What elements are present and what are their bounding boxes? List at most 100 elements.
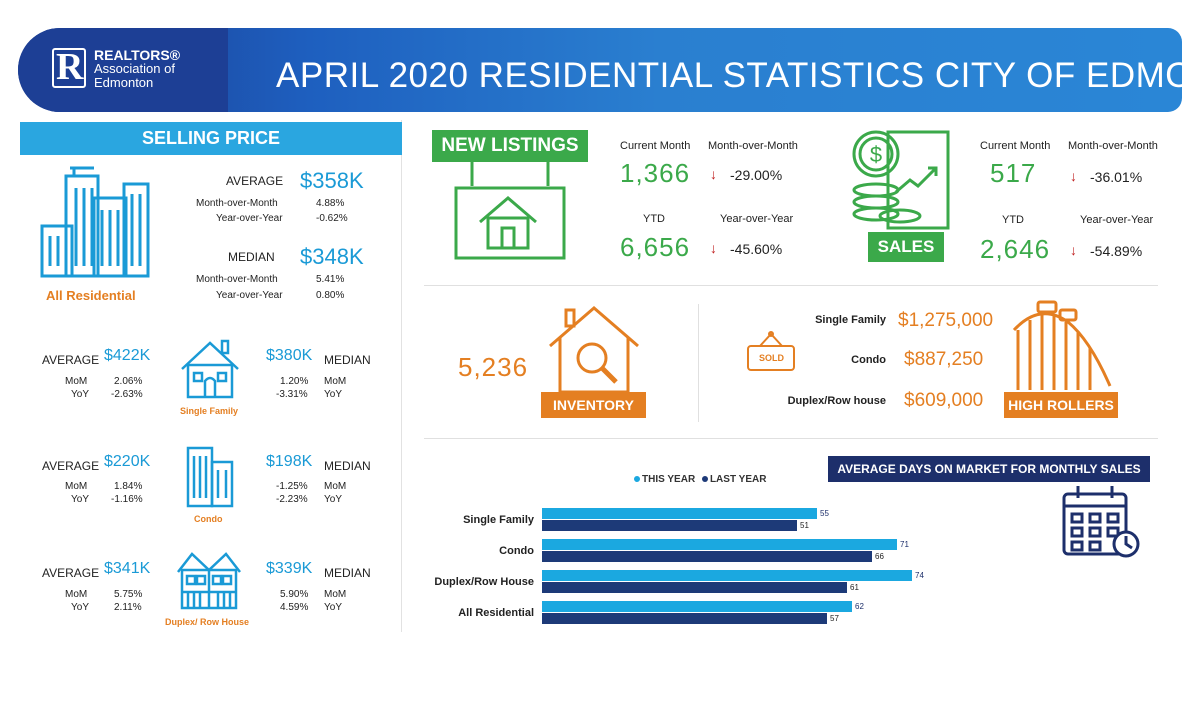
nl-current-month-label: Current Month xyxy=(620,140,691,152)
sales-mom-label: Month-over-Month xyxy=(1068,140,1158,152)
sf-mom-label: MoM xyxy=(65,376,88,387)
duplex-mom-label: MoM xyxy=(65,589,88,600)
realtor-logo-icon xyxy=(52,48,86,88)
sales-current-month: 517 xyxy=(990,158,1037,188)
nl-yoy-down-arrow-icon: ↓ xyxy=(710,240,717,256)
bar-this-year xyxy=(542,539,897,550)
duplex-med-yoy: 4.59% xyxy=(280,602,309,613)
all-med-mom: 5.41% xyxy=(316,274,345,285)
duplex-average-label: AVERAGE xyxy=(42,566,100,580)
duplex-med-mom: 5.90% xyxy=(280,589,309,600)
nl-mom: -29.00% xyxy=(730,167,783,183)
nl-current-month: 1,366 xyxy=(620,158,691,188)
selling-price-title: SELLING PRICE xyxy=(20,122,402,155)
all-residential-label: All Residential xyxy=(46,288,136,303)
sf-label: Single Family xyxy=(180,406,239,416)
duplex-house-icon xyxy=(177,552,241,610)
condo-avg-yoy: -1.16% xyxy=(111,494,143,505)
all-avg-mom-label: Month-over-Month xyxy=(196,198,278,209)
duplex-median-value: $339K xyxy=(266,560,313,577)
sf-average-label: AVERAGE xyxy=(42,353,100,367)
nl-ytd: 6,656 xyxy=(620,232,691,262)
category-label: Condo xyxy=(499,545,534,557)
category-label: All Residential xyxy=(458,607,534,619)
sf-average-value: $422K xyxy=(104,347,151,364)
sales-ytd: 2,646 xyxy=(980,234,1051,264)
bar-value-label: 66 xyxy=(874,552,885,561)
hr-condo-label: Condo xyxy=(851,354,886,366)
hr-duplex-label: Duplex/Row house xyxy=(787,395,886,407)
high-rollers-badge: HIGH ROLLERS xyxy=(1004,392,1118,418)
condo-median-value: $198K xyxy=(266,453,313,470)
bar-value-label: 61 xyxy=(849,583,860,592)
logo-line-2: Association of xyxy=(94,61,175,76)
sf-avg-yoy: -2.63% xyxy=(111,389,143,400)
hr-single-family-value: $1,275,000 xyxy=(898,310,994,331)
sf-avg-mom: 2.06% xyxy=(114,376,143,387)
sales-yoy-down-arrow-icon: ↓ xyxy=(1070,242,1077,258)
condo-med-yoy-label: YoY xyxy=(324,494,342,505)
sales-mom-down-arrow-icon: ↓ xyxy=(1070,168,1077,184)
duplex-avg-mom: 5.75% xyxy=(114,589,143,600)
divider-top xyxy=(424,285,1158,286)
divider-bottom xyxy=(424,438,1158,439)
bar-value-label: 74 xyxy=(914,571,925,580)
logo-text: REALTORS® Association of Edmonton xyxy=(94,48,180,90)
bar-last-year xyxy=(542,520,797,531)
all-avg-yoy-label: Year-over-Year xyxy=(216,213,283,224)
legend-this-year: THIS YEAR xyxy=(642,474,696,485)
bar-this-year xyxy=(542,570,912,581)
condo-mom-label: MoM xyxy=(65,481,88,492)
nl-mom-label: Month-over-Month xyxy=(708,140,798,152)
condo-yoy-label: YoY xyxy=(71,494,89,505)
all-average-value: $358K xyxy=(300,168,364,193)
duplex-med-yoy-label: YoY xyxy=(324,602,342,613)
category-label: Duplex/Row House xyxy=(434,576,534,588)
bar-last-year xyxy=(542,582,847,593)
bar-last-year xyxy=(542,551,872,562)
duplex-median-label: MEDIAN xyxy=(324,566,371,580)
sales-current-month-label: Current Month xyxy=(980,140,1051,152)
new-listings-badge: NEW LISTINGS xyxy=(432,130,588,162)
sold-sign-icon xyxy=(747,331,795,371)
bar-this-year xyxy=(542,508,817,519)
hr-duplex-value: $609,000 xyxy=(904,390,984,411)
sales-ytd-label: YTD xyxy=(1002,214,1024,226)
inventory-badge: INVENTORY xyxy=(541,392,646,418)
logo-letter: R xyxy=(56,46,84,88)
category-label: Single Family xyxy=(463,514,534,526)
sf-med-yoy-label: YoY xyxy=(324,389,342,400)
sold-sign-text: SOLD xyxy=(759,353,785,363)
nl-yoy: -45.60% xyxy=(730,241,783,257)
sf-yoy-label: YoY xyxy=(71,389,89,400)
condo-building-icon xyxy=(186,446,234,508)
logo-line-3: Edmonton xyxy=(94,75,154,90)
roller-coaster-icon xyxy=(1012,300,1112,390)
sf-med-mom-label: MoM xyxy=(324,376,347,387)
header-banner: R REALTORS® Association of Edmonton APRI… xyxy=(18,28,1182,112)
inventory-house-magnifier-icon xyxy=(549,306,639,394)
inventory-value: 5,236 xyxy=(458,352,529,382)
all-average-label: AVERAGE xyxy=(226,174,284,188)
divider-vertical xyxy=(698,304,699,422)
condo-label: Condo xyxy=(194,514,223,524)
sf-med-mom: 1.20% xyxy=(280,376,309,387)
all-med-mom-label: Month-over-Month xyxy=(196,274,278,285)
all-med-yoy: 0.80% xyxy=(316,290,345,301)
buildings-icon xyxy=(40,166,150,278)
duplex-yoy-label: YoY xyxy=(71,602,89,613)
selling-price-panel xyxy=(18,120,402,632)
nl-ytd-label: YTD xyxy=(643,213,665,225)
nl-mom-down-arrow-icon: ↓ xyxy=(710,166,717,182)
calendar-clock-icon xyxy=(1062,486,1140,558)
all-median-label: MEDIAN xyxy=(228,250,275,264)
sf-median-label: MEDIAN xyxy=(324,353,371,367)
bar-value-label: 57 xyxy=(829,614,840,623)
condo-med-mom: -1.25% xyxy=(276,481,308,492)
listing-sign-icon xyxy=(454,162,566,260)
legend-this-year-swatch xyxy=(634,476,640,483)
all-med-yoy-label: Year-over-Year xyxy=(216,290,283,301)
sales-yoy: -54.89% xyxy=(1090,243,1143,259)
all-median-value: $348K xyxy=(300,244,364,269)
hr-condo-value: $887,250 xyxy=(904,349,984,370)
